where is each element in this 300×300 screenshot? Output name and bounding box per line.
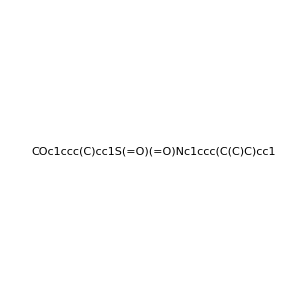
Text: COc1ccc(C)cc1S(=O)(=O)Nc1ccc(C(C)C)cc1: COc1ccc(C)cc1S(=O)(=O)Nc1ccc(C(C)C)cc1 (32, 146, 276, 157)
